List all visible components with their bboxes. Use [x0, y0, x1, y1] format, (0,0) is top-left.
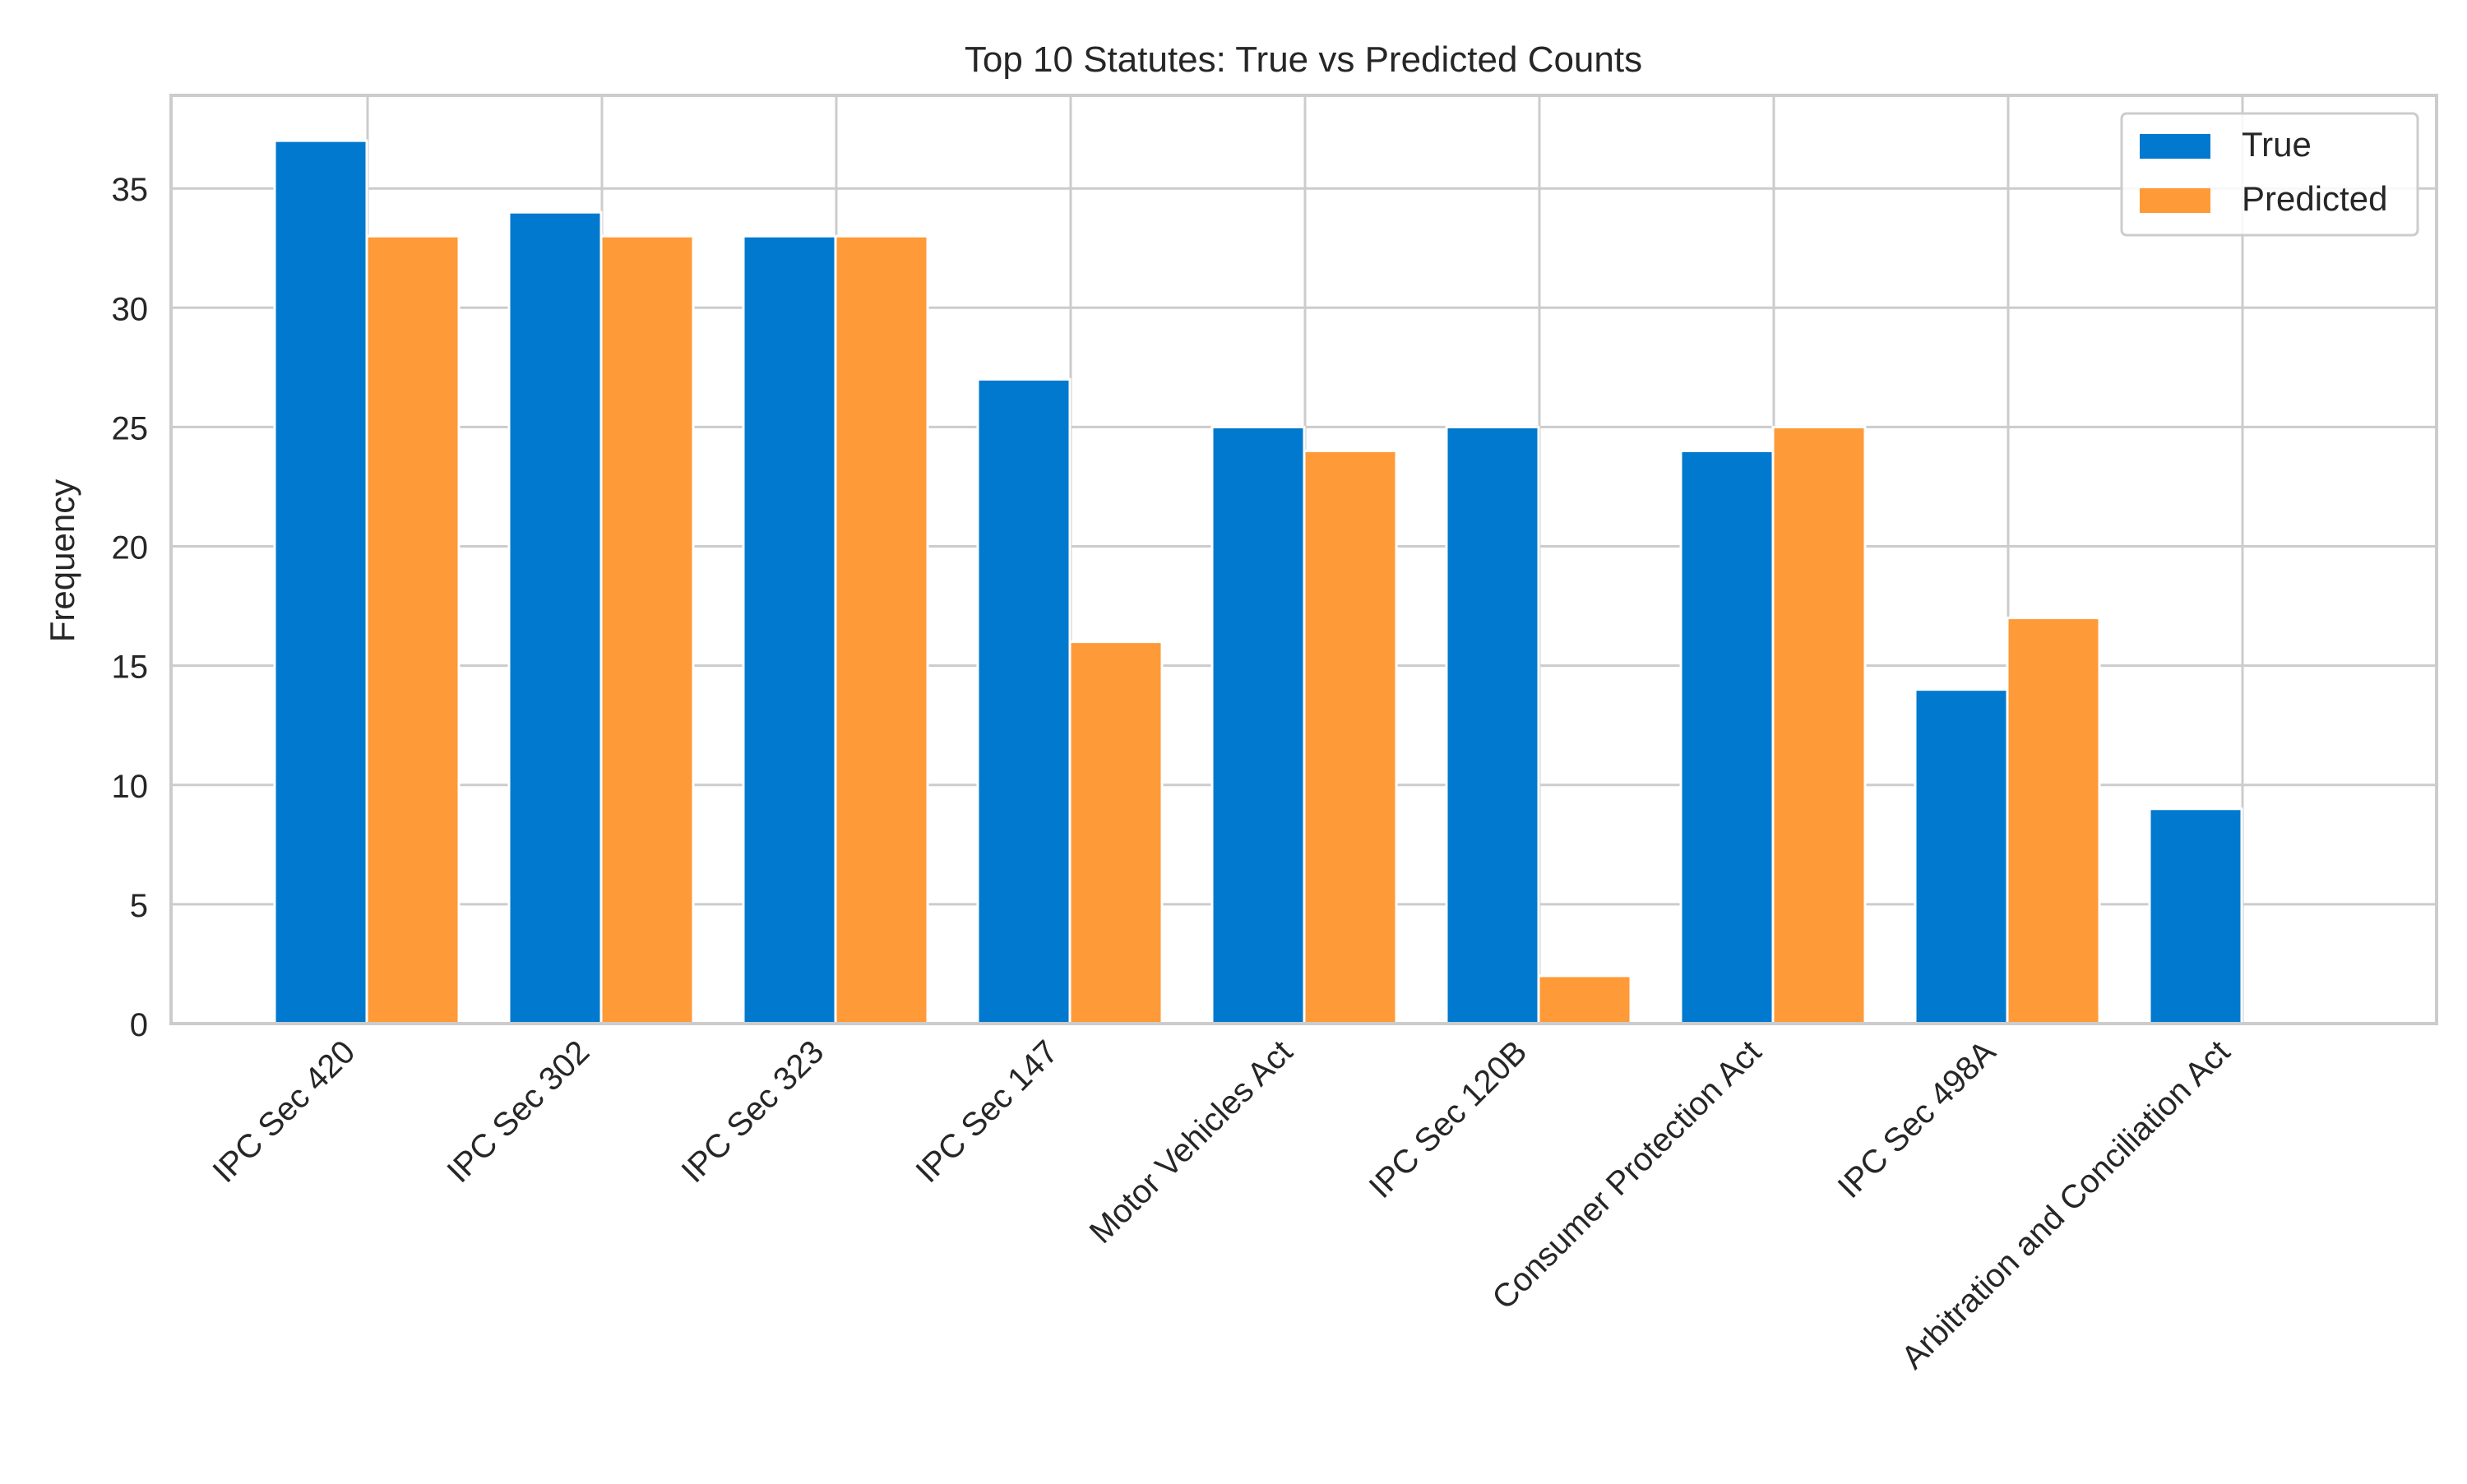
- y-axis-label: Frequency: [43, 479, 81, 642]
- bar-true: [507, 210, 603, 1025]
- legend-swatch-true: [2140, 134, 2210, 159]
- bar-true: [2148, 807, 2243, 1025]
- bar-predicted: [1537, 974, 1632, 1025]
- bar-true: [1210, 425, 1306, 1025]
- y-tick-label: 25: [112, 410, 149, 446]
- legend-label-predicted: Predicted: [2242, 179, 2387, 218]
- y-tick-label: 10: [112, 769, 149, 805]
- legend-swatch-predicted: [2140, 188, 2210, 213]
- y-tick-label: 0: [130, 1007, 148, 1043]
- y-tick-label: 30: [112, 291, 149, 327]
- bar-predicted: [2006, 617, 2101, 1025]
- plot-frame: [169, 94, 2438, 1025]
- bars: [273, 139, 2243, 1025]
- bar-predicted: [1068, 640, 1164, 1025]
- chart-title: Top 10 Statutes: True vs Predicted Count…: [965, 39, 1642, 80]
- bar-true: [1445, 425, 1540, 1025]
- legend-label-true: True: [2242, 125, 2312, 164]
- y-tick-label: 15: [112, 650, 149, 686]
- bar-true: [1679, 449, 1775, 1025]
- bar-predicted: [599, 234, 695, 1025]
- y-tick-label: 35: [112, 172, 149, 208]
- bar-predicted: [1303, 449, 1398, 1025]
- bar-predicted: [365, 234, 461, 1025]
- legend: True Predicted: [2120, 112, 2419, 237]
- bar-true: [976, 377, 1072, 1025]
- bar-true: [1914, 688, 2009, 1025]
- bar-predicted: [834, 234, 929, 1025]
- y-tick-labels: 0 5 10 15 20 25 30 35: [112, 172, 149, 1043]
- bar-true: [742, 234, 837, 1025]
- bar-true: [273, 139, 368, 1025]
- y-tick-label: 20: [112, 530, 149, 566]
- y-tick-label: 5: [130, 888, 148, 924]
- bar-predicted: [1771, 425, 1867, 1025]
